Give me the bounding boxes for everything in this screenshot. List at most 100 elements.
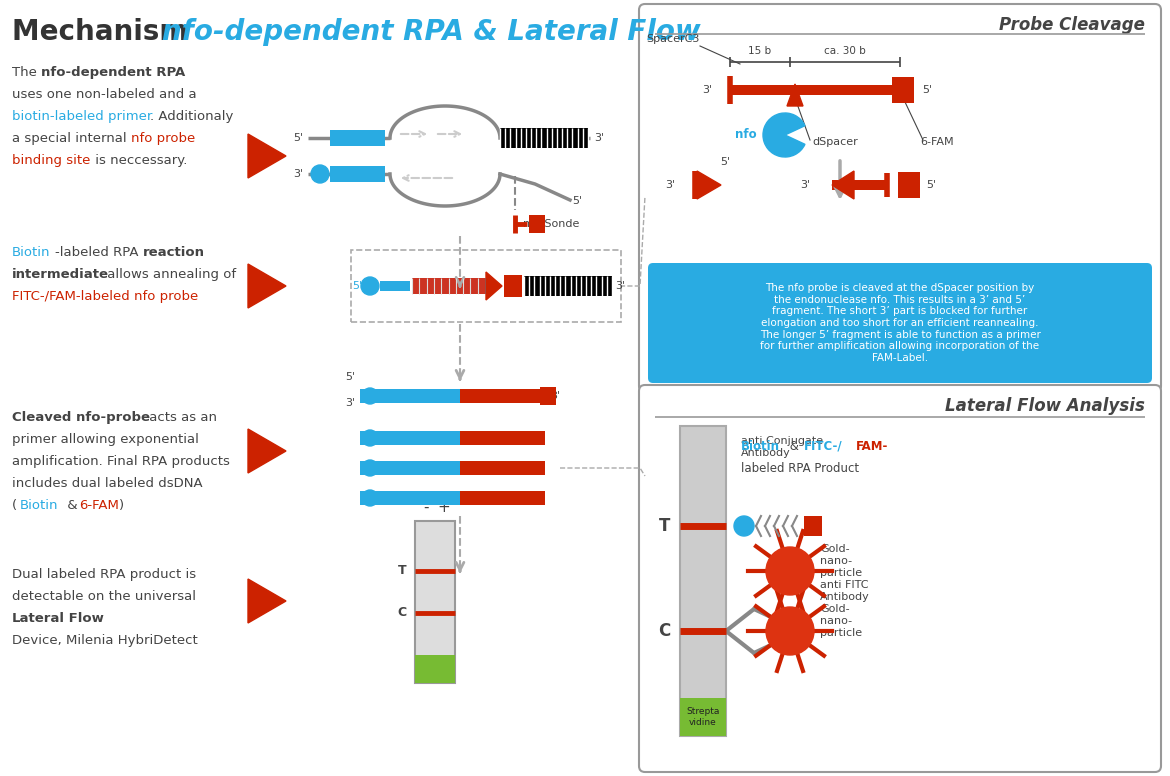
Text: nfo Sonde: nfo Sonde <box>523 219 579 229</box>
Text: The nfo probe is cleaved at the dSpacer position by
the endonuclease nfo. This r: The nfo probe is cleaved at the dSpacer … <box>759 283 1040 363</box>
Text: Lateral: Lateral <box>12 612 66 625</box>
Text: anti FITC
Antibody: anti FITC Antibody <box>820 580 869 602</box>
Text: 3': 3' <box>615 281 625 291</box>
Circle shape <box>362 490 378 506</box>
Bar <box>412 278 493 294</box>
Bar <box>360 431 545 445</box>
Text: Biotin: Biotin <box>12 246 50 259</box>
Bar <box>892 77 914 103</box>
Text: 5': 5' <box>922 85 932 95</box>
Text: 15 b: 15 b <box>749 46 771 56</box>
Bar <box>832 180 887 190</box>
Text: is neccessary.: is neccessary. <box>91 154 187 167</box>
Text: -labeled RPA: -labeled RPA <box>55 246 143 259</box>
Text: binding site: binding site <box>12 154 90 167</box>
Bar <box>412 278 486 294</box>
Circle shape <box>311 165 329 183</box>
Text: ca. 30 b: ca. 30 b <box>824 46 866 56</box>
Text: Flow: Flow <box>64 612 104 625</box>
Bar <box>330 166 385 182</box>
Bar <box>500 128 589 148</box>
Circle shape <box>734 516 753 536</box>
Text: 5': 5' <box>292 133 303 143</box>
Text: Biotin: Biotin <box>20 499 58 512</box>
Text: FITC-/: FITC-/ <box>804 439 842 452</box>
Text: Mechanism: Mechanism <box>12 18 198 46</box>
Text: nfo-dependent RPA: nfo-dependent RPA <box>41 66 185 79</box>
Text: anti Conjugate
Antibody: anti Conjugate Antibody <box>741 436 824 458</box>
Bar <box>529 215 545 233</box>
Bar <box>460 461 545 475</box>
Text: 6-FAM: 6-FAM <box>80 499 119 512</box>
Text: acts as an: acts as an <box>145 411 216 424</box>
Bar <box>360 491 545 505</box>
Circle shape <box>766 607 814 655</box>
Bar <box>360 389 545 403</box>
Text: Gold-
nano-
particle: Gold- nano- particle <box>820 605 862 638</box>
FancyBboxPatch shape <box>639 385 1161 772</box>
Text: amplification. Final RPA products: amplification. Final RPA products <box>12 455 229 468</box>
Bar <box>360 461 545 475</box>
Polygon shape <box>248 134 285 178</box>
Text: Dual labeled RPA product is: Dual labeled RPA product is <box>12 568 197 581</box>
Bar <box>504 275 522 297</box>
Bar <box>680 426 727 736</box>
Text: FAM-: FAM- <box>856 439 888 452</box>
Text: 5': 5' <box>720 157 730 167</box>
Polygon shape <box>787 84 803 106</box>
Text: biotin-labeled primer: biotin-labeled primer <box>12 110 152 123</box>
Polygon shape <box>697 171 721 199</box>
Text: 3': 3' <box>702 85 713 95</box>
Polygon shape <box>248 429 285 473</box>
Text: 5': 5' <box>352 281 362 291</box>
Text: Lateral Flow Analysis: Lateral Flow Analysis <box>945 397 1145 415</box>
Text: &: & <box>786 439 803 452</box>
Text: +: + <box>438 500 450 515</box>
Wedge shape <box>763 113 805 157</box>
Text: allows annealing of: allows annealing of <box>103 268 236 281</box>
Circle shape <box>362 460 378 476</box>
Text: 3': 3' <box>292 169 303 179</box>
Text: intermediate: intermediate <box>12 268 109 281</box>
Bar <box>415 521 455 683</box>
Text: 3': 3' <box>800 180 810 190</box>
Text: FITC-/FAM-labeled nfo probe: FITC-/FAM-labeled nfo probe <box>12 290 198 303</box>
Text: includes dual labeled dsDNA: includes dual labeled dsDNA <box>12 477 202 490</box>
Text: ): ) <box>119 499 124 512</box>
Bar <box>330 130 385 146</box>
Text: nfo probe: nfo probe <box>131 132 195 145</box>
Circle shape <box>362 430 378 446</box>
Bar <box>415 655 455 683</box>
Text: Biotin: Biotin <box>741 439 780 452</box>
Bar <box>460 431 545 445</box>
Text: 5': 5' <box>345 372 355 382</box>
FancyBboxPatch shape <box>639 4 1161 392</box>
Text: C: C <box>658 622 670 640</box>
Text: detectable on the universal: detectable on the universal <box>12 590 200 603</box>
Text: a special internal: a special internal <box>12 132 131 145</box>
Circle shape <box>362 388 378 404</box>
Bar <box>524 276 612 296</box>
Text: T: T <box>398 564 407 577</box>
Text: C: C <box>398 607 407 619</box>
Bar <box>899 172 920 198</box>
Bar <box>680 698 727 736</box>
Text: labeled RPA Product: labeled RPA Product <box>741 462 859 474</box>
Polygon shape <box>248 579 285 623</box>
Text: nfo: nfo <box>736 129 757 141</box>
Text: 3': 3' <box>665 180 675 190</box>
Bar <box>380 281 409 291</box>
Polygon shape <box>486 272 502 300</box>
Text: dSpacer: dSpacer <box>812 137 858 147</box>
Circle shape <box>362 277 379 295</box>
Text: T: T <box>659 517 670 535</box>
Text: Cleaved nfo-probe: Cleaved nfo-probe <box>12 411 150 424</box>
Bar <box>460 491 545 505</box>
Bar <box>804 516 823 536</box>
Text: 5': 5' <box>572 196 583 206</box>
Circle shape <box>766 547 814 595</box>
Text: uses one non-labeled and a: uses one non-labeled and a <box>12 88 197 101</box>
Text: 5': 5' <box>925 180 936 190</box>
Bar <box>541 387 556 405</box>
Text: Device, Milenia HybriDetect: Device, Milenia HybriDetect <box>12 634 198 647</box>
